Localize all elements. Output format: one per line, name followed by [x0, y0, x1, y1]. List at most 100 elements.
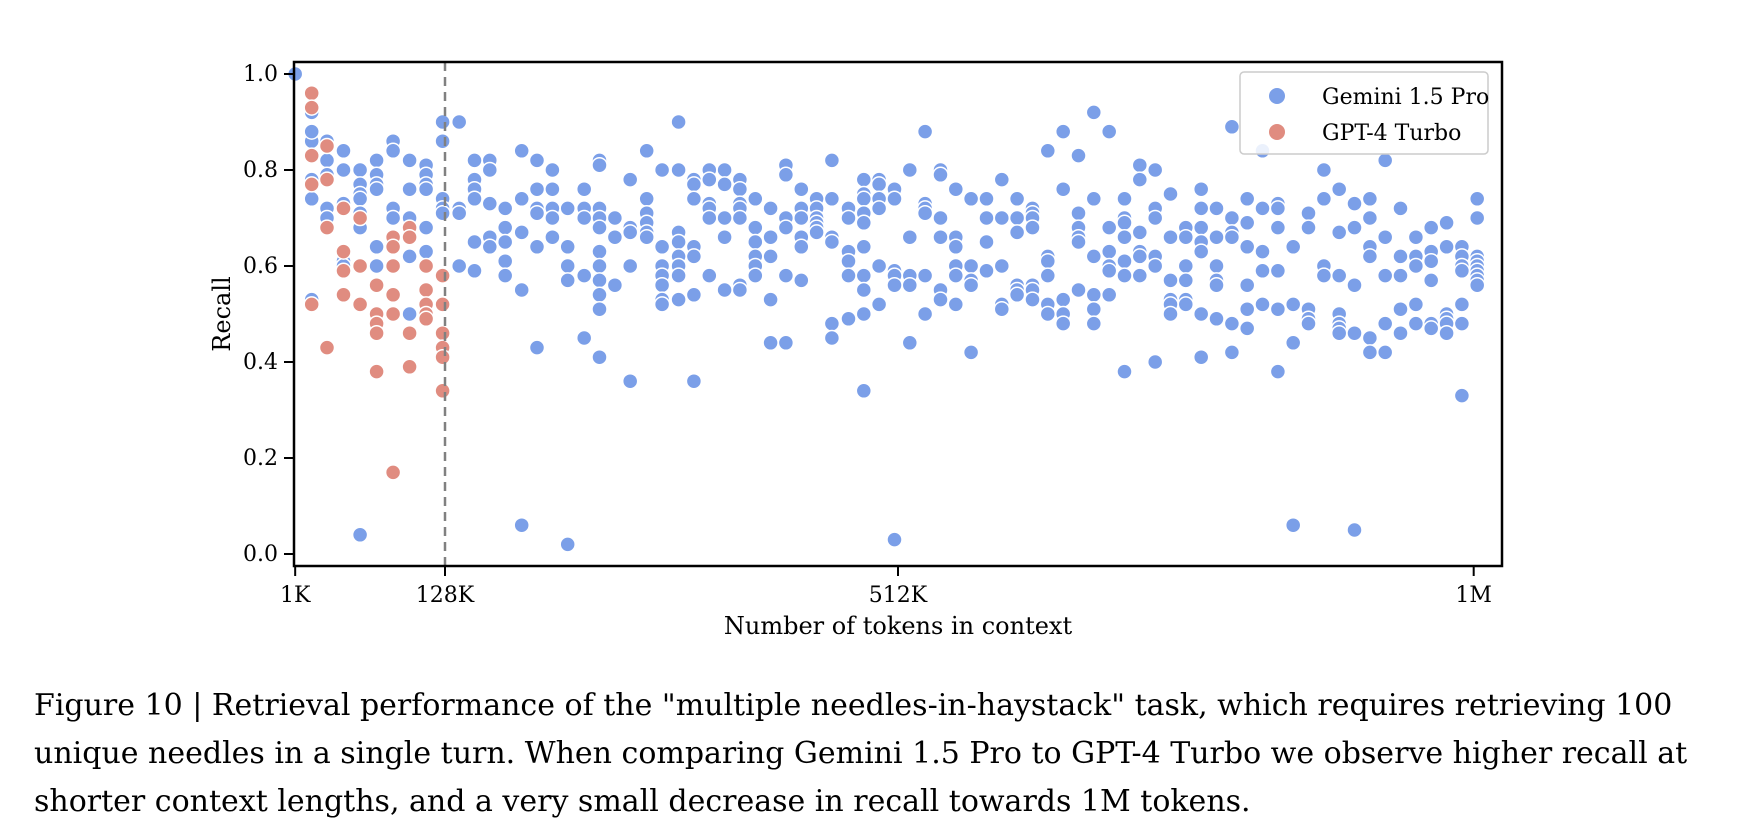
data-point — [978, 190, 995, 208]
data-point — [916, 123, 934, 140]
data-point — [434, 382, 451, 400]
data-point — [1192, 219, 1210, 236]
data-point — [1039, 252, 1057, 270]
data-point — [1131, 224, 1149, 241]
data-point — [1223, 315, 1241, 332]
y-axis: 0.0 0.2 0.4 0.6 0.8 1.0 — [243, 62, 294, 567]
data-point — [1392, 200, 1409, 217]
data-point — [823, 329, 841, 347]
data-point — [901, 334, 919, 352]
data-point — [685, 248, 703, 265]
data-point — [777, 267, 795, 284]
data-point — [670, 267, 687, 284]
data-point — [384, 464, 402, 481]
data-point — [1361, 209, 1379, 227]
data-point — [303, 296, 320, 313]
data-point — [1223, 344, 1241, 361]
data-point — [947, 267, 965, 284]
data-point — [1453, 296, 1471, 313]
data-point — [335, 142, 352, 160]
data-point — [670, 233, 687, 251]
data-point — [1146, 257, 1164, 275]
data-point — [528, 204, 546, 222]
data-point — [401, 358, 418, 376]
data-point — [1407, 257, 1425, 275]
data-point — [670, 161, 687, 179]
data-point — [870, 257, 888, 275]
x-axis: 1K 128K 512K 1M — [280, 566, 1492, 608]
data-point — [528, 339, 546, 356]
data-point — [417, 180, 435, 198]
data-point — [653, 238, 671, 256]
data-point — [731, 209, 749, 227]
data-point — [886, 190, 903, 208]
data-point — [496, 200, 514, 217]
data-point — [513, 142, 530, 160]
data-point — [1008, 190, 1026, 208]
figure: 0.0 0.2 0.4 0.6 0.8 1.0 1K 128K 512K 1M Number o… — [208, 60, 1504, 640]
data-point — [496, 267, 514, 284]
data-point — [1192, 243, 1210, 260]
data-point — [1238, 238, 1256, 256]
legend-label-gemini: Gemini 1.5 Pro — [1322, 85, 1489, 110]
data-point — [1131, 267, 1149, 284]
data-point — [606, 276, 624, 294]
data-point — [481, 238, 499, 256]
legend-box — [1239, 71, 1489, 155]
data-point — [1254, 262, 1271, 280]
data-point — [335, 200, 352, 217]
data-point — [544, 180, 561, 198]
data-point — [591, 243, 608, 260]
data-point — [318, 171, 336, 188]
data-point — [417, 281, 435, 299]
data-point — [1346, 195, 1363, 212]
data-point — [1070, 233, 1087, 251]
data-point — [384, 257, 402, 275]
data-point — [1468, 190, 1486, 208]
data-point — [670, 291, 687, 308]
data-point — [1376, 344, 1394, 361]
y-axis-title: Recall — [208, 276, 236, 351]
data-point — [947, 238, 965, 256]
data-point — [1085, 315, 1103, 332]
data-point — [1238, 300, 1256, 318]
data-point — [559, 536, 576, 553]
data-point — [384, 286, 402, 304]
data-point — [1146, 209, 1164, 227]
data-point — [1131, 171, 1149, 188]
data-point — [496, 252, 514, 270]
data-point — [1300, 219, 1317, 236]
data-point — [1392, 300, 1409, 318]
figure-caption: Figure 10 | Retrieval performance of the… — [34, 688, 1688, 819]
data-point — [513, 224, 530, 241]
data-point — [777, 219, 795, 236]
data-point — [1376, 267, 1394, 284]
data-point — [1116, 363, 1133, 380]
data-point — [559, 238, 576, 256]
data-point — [1330, 267, 1348, 284]
y-tick-label: 0.2 — [243, 446, 278, 471]
data-point — [1468, 209, 1486, 227]
data-point — [701, 209, 718, 227]
data-point — [716, 281, 733, 299]
data-point — [993, 257, 1011, 275]
data-point — [1392, 324, 1409, 342]
data-point — [606, 228, 624, 246]
data-point — [1392, 267, 1409, 284]
x-tick-label: 128K — [416, 583, 475, 608]
data-point — [762, 200, 779, 217]
data-point — [575, 329, 593, 347]
data-point — [916, 305, 934, 323]
data-point — [351, 161, 369, 179]
data-point — [685, 372, 703, 390]
data-point — [401, 228, 418, 246]
data-point — [855, 305, 873, 323]
data-point — [855, 382, 873, 400]
y-tick-label: 0.8 — [243, 158, 278, 183]
data-point — [496, 233, 514, 251]
data-point — [1269, 219, 1287, 236]
data-point — [1039, 305, 1057, 323]
data-point — [1238, 276, 1256, 294]
data-point — [481, 161, 499, 179]
data-point — [870, 296, 888, 313]
